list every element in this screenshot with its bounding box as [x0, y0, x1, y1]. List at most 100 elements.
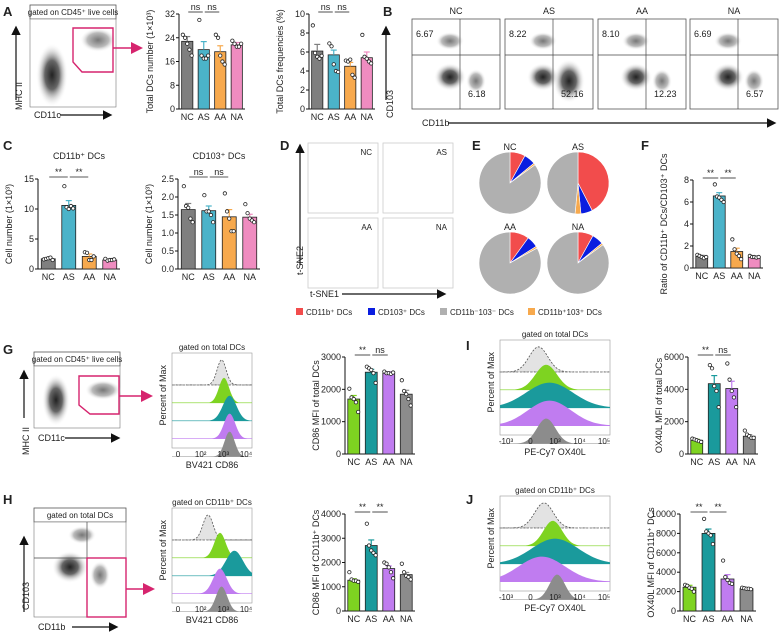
pie-slice: [478, 151, 542, 215]
gate-label: gated on total DCs: [47, 511, 113, 520]
histogram-y-label: Percent of Max: [486, 507, 496, 568]
bar-chart-c2: 0.0 0.5 1.0 1.5 2.0 2.5 CD103⁺ DCs Cell number …: [144, 151, 260, 282]
plot-title: NC: [360, 148, 372, 157]
histogram-tick: 10³: [218, 605, 230, 614]
data-point: [689, 586, 694, 591]
y-tick-label: 8: [300, 28, 305, 38]
plot-frame: [382, 217, 454, 289]
histogram-tick: 10⁵: [598, 437, 610, 446]
data-point: [408, 403, 413, 408]
histogram-tick: 10⁵: [598, 593, 610, 602]
data-point: [319, 53, 324, 58]
data-point: [388, 570, 394, 575]
population-blob: [466, 69, 486, 93]
data-point: [189, 53, 194, 58]
y-tick-label: 0: [300, 104, 305, 114]
plot-title: AA: [361, 223, 372, 232]
bar: [725, 388, 739, 455]
data-point: [399, 378, 404, 383]
y-tick-label: 6000: [664, 352, 684, 362]
population-blob: [620, 63, 652, 91]
histogram-curve: [172, 550, 252, 576]
data-point: [211, 220, 216, 225]
data-point: [186, 205, 191, 210]
data-point: [366, 543, 372, 548]
histogram-tick: 10³: [549, 437, 561, 446]
bar: [181, 40, 194, 110]
data-point: [352, 75, 357, 80]
data-point: [364, 56, 369, 61]
significance-label: **: [75, 167, 83, 177]
upper-left-percent: 6.69: [694, 29, 712, 39]
y-tick-label: 8: [170, 80, 175, 90]
pie-title: NA: [572, 222, 585, 232]
data-point: [406, 396, 411, 402]
panel-label-g: G: [3, 342, 13, 357]
panel-label-d: D: [280, 138, 289, 153]
data-point: [756, 254, 761, 260]
data-point: [727, 377, 732, 382]
bar: [221, 216, 237, 270]
bar: [180, 209, 196, 270]
y-axis-label: MHC II: [21, 427, 31, 455]
data-point: [712, 182, 717, 187]
histogram-y-label: Percent of Max: [158, 519, 168, 580]
y-tick-label: 6000: [656, 548, 676, 558]
y-tick-label: 4000: [664, 384, 684, 394]
data-point: [317, 56, 322, 61]
data-point: [371, 371, 376, 376]
data-point: [181, 184, 186, 189]
data-point: [714, 388, 719, 394]
data-point: [327, 41, 332, 46]
data-point: [730, 237, 735, 242]
panel-e-pies: NC AS AA NA: [478, 142, 610, 295]
gate-polygon: [78, 375, 120, 415]
y-tick-label: 0: [336, 449, 341, 459]
y-tick-label: 0: [170, 104, 175, 114]
x-tick-label: AS: [365, 457, 377, 467]
data-point: [182, 35, 188, 40]
x-tick-label: AA: [383, 457, 395, 467]
panel-g-flow-plot: gated on CD45⁺ live cells MHC II CD11c: [19, 351, 153, 455]
population-blob: [436, 32, 464, 50]
y-tick-label: 10: [24, 204, 34, 214]
x-tick-label: NA: [230, 112, 243, 122]
data-point: [62, 184, 67, 189]
chart-title: CD11b⁺ DCs: [53, 151, 106, 161]
x-tick-label: NC: [42, 272, 55, 282]
bar: [230, 44, 243, 110]
data-point: [708, 533, 713, 538]
y-tick-label: 1.5: [161, 210, 174, 220]
y-axis-label: Cell number (1×10³): [144, 184, 154, 264]
y-tick-label: 0.0: [161, 264, 174, 274]
data-point: [384, 561, 389, 566]
y-tick-label: 6: [684, 197, 689, 207]
data-point: [347, 386, 352, 391]
lower-right-percent: 6.18: [468, 89, 486, 99]
data-point: [748, 587, 754, 592]
data-point: [373, 553, 378, 558]
y-tick-label: 6: [300, 47, 305, 57]
significance-label: **: [359, 502, 367, 512]
x-tick-label: NA: [103, 272, 116, 282]
data-point: [50, 257, 55, 263]
data-point: [66, 206, 71, 212]
data-point: [347, 570, 352, 575]
histogram-curve: [500, 418, 610, 444]
data-point: [716, 405, 721, 410]
panel-d-tsne: t-SNE2 t-SNE1 NC AS AA NA: [295, 142, 454, 299]
data-point: [707, 362, 712, 368]
panel-label-a: A: [3, 4, 13, 19]
tsne-plot-as: AS: [382, 142, 454, 214]
data-point: [206, 53, 211, 58]
plot-title: AS: [543, 6, 555, 16]
histogram-tick: 10²: [195, 605, 207, 614]
legend-label: CD103⁺ DCs: [378, 308, 425, 317]
y-tick-label: 2000: [321, 384, 341, 394]
y-tick-label: 0: [684, 263, 689, 273]
pie-slice: [577, 151, 610, 211]
data-point: [369, 367, 374, 373]
